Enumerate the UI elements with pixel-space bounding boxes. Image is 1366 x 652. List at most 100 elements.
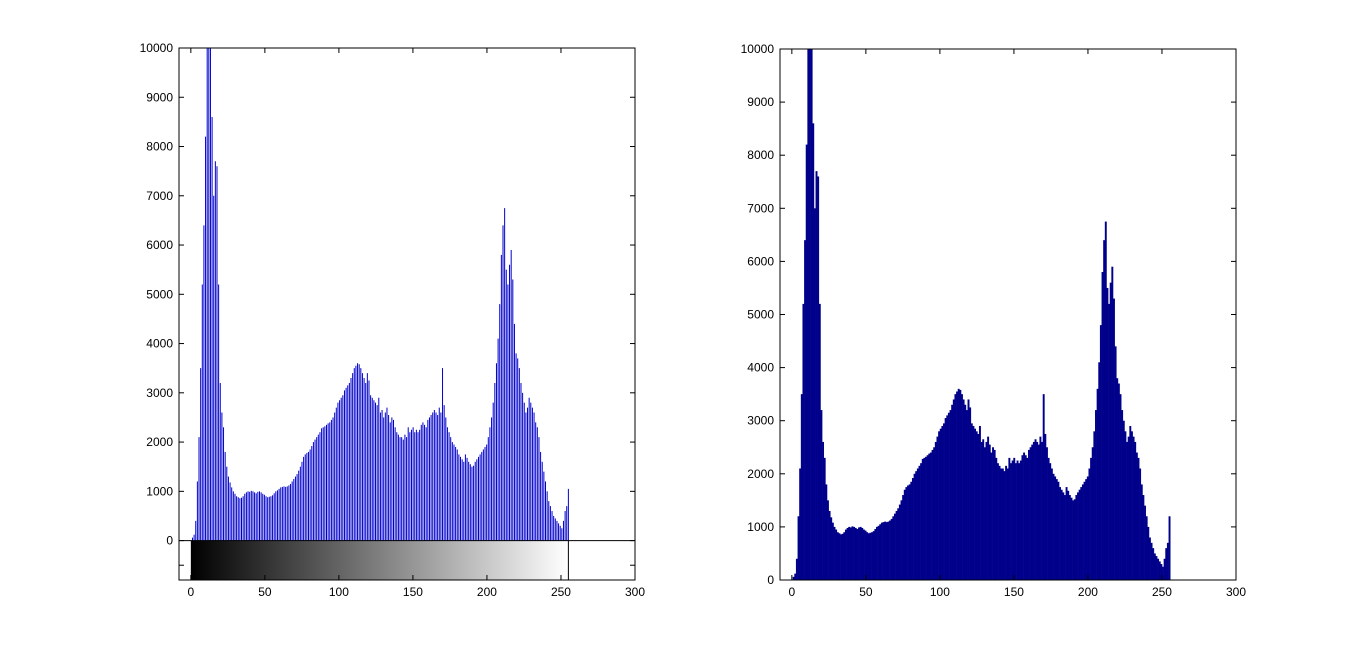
histogram-bar xyxy=(1000,468,1003,580)
histogram-bar xyxy=(810,49,813,580)
histogram-bar xyxy=(1088,468,1091,580)
histogram-bar xyxy=(1080,487,1083,580)
histogram-bar xyxy=(887,521,890,580)
histogram-bar xyxy=(802,303,805,580)
histogram-bar xyxy=(795,558,798,580)
histogram-bar xyxy=(996,463,999,580)
histogram-bar xyxy=(828,510,831,580)
histogram-bar xyxy=(985,441,988,580)
y-tick-label: 9000 xyxy=(747,95,774,109)
histogram-bar xyxy=(876,526,878,580)
x-tick-label: 300 xyxy=(1226,585,1246,599)
histogram-bar xyxy=(1028,449,1030,580)
histogram-bar xyxy=(831,522,834,580)
histogram-bar xyxy=(833,526,836,580)
x-tick-label: 50 xyxy=(859,585,873,599)
histogram-bar xyxy=(983,447,986,580)
histogram-bar xyxy=(910,481,913,580)
histogram-bar xyxy=(1026,457,1029,580)
histogram-bar xyxy=(1032,441,1035,580)
y-tick-label: 10000 xyxy=(140,41,174,55)
histogram-bar xyxy=(1057,481,1060,580)
histogram-bar xyxy=(915,471,918,580)
histogram-bar xyxy=(918,465,921,580)
histogram-bar xyxy=(1119,394,1122,580)
histogram-bar xyxy=(1041,441,1044,580)
x-tick-label: 100 xyxy=(930,585,950,599)
histogram-bar xyxy=(1024,455,1027,580)
histogram-bar xyxy=(800,394,803,580)
histogram-bar xyxy=(928,453,931,580)
histogram-bar xyxy=(809,49,811,580)
histogram-bar xyxy=(864,530,867,580)
histogram-bar xyxy=(1034,439,1037,580)
histogram-bar xyxy=(1090,457,1093,580)
y-tick-label: 3000 xyxy=(146,386,173,400)
grayscale-colorbar xyxy=(190,540,569,580)
histogram-bar xyxy=(885,522,888,580)
histogram-bar xyxy=(846,527,849,580)
histogram-bar xyxy=(826,500,829,580)
histogram-bar xyxy=(812,123,815,580)
histogram-axes-1: 0 50 100 150 200 250 3000100020003000400050006… xyxy=(140,41,646,599)
histogram-bar xyxy=(1168,516,1171,580)
histogram-bar xyxy=(938,431,941,580)
histogram-bar xyxy=(1165,548,1168,580)
histogram-bar xyxy=(1139,468,1142,580)
histogram-bar xyxy=(841,533,844,580)
histogram-bar xyxy=(925,456,927,580)
y-tick-label: 0 xyxy=(166,534,173,548)
histogram-bar xyxy=(1042,394,1045,580)
y-tick-label: 4000 xyxy=(146,337,173,351)
y-tick-label: 9000 xyxy=(146,90,173,104)
histogram-bar xyxy=(1059,487,1061,580)
histogram-bar xyxy=(1065,487,1068,580)
histogram-bar xyxy=(818,303,821,580)
histogram-bar xyxy=(817,176,820,580)
histogram-bar xyxy=(1096,388,1099,580)
y-tick-label: 8000 xyxy=(146,140,173,154)
histogram-bar xyxy=(998,465,1001,580)
histogram-bar xyxy=(992,447,994,580)
histogram-bar xyxy=(972,426,975,580)
histogram-bar xyxy=(1016,460,1019,580)
y-tick-label: 7000 xyxy=(146,189,173,203)
histogram-bar xyxy=(872,531,875,580)
histogram-bar xyxy=(1108,303,1111,580)
histogram-bar xyxy=(1098,362,1101,580)
y-tick-label: 10000 xyxy=(741,42,775,56)
x-tick-label: 200 xyxy=(477,585,497,599)
histogram-bar xyxy=(929,452,932,580)
histogram-bar xyxy=(792,576,795,580)
histogram-bar xyxy=(1008,457,1011,580)
histogram-bar xyxy=(1122,420,1125,580)
histogram-bar xyxy=(869,532,872,580)
histogram-bar xyxy=(1075,495,1078,580)
histogram-bar xyxy=(946,415,949,580)
histogram-bar xyxy=(892,516,895,580)
histogram-bar xyxy=(980,441,983,580)
histogram-bar xyxy=(1157,558,1160,580)
histogram-bar xyxy=(882,522,885,580)
histogram-bar xyxy=(902,495,905,580)
histogram-bar xyxy=(1068,495,1071,580)
histogram-bar xyxy=(1132,436,1135,580)
histogram-bar xyxy=(1011,460,1014,580)
histogram-bar xyxy=(1001,468,1004,580)
histogram-bar xyxy=(1130,431,1133,580)
histogram-bar xyxy=(862,529,865,580)
histogram-bar xyxy=(1103,240,1106,580)
histogram-bar xyxy=(851,526,854,580)
bars-group xyxy=(191,48,569,541)
x-tick-label: 0 xyxy=(188,585,195,599)
histogram-bar xyxy=(939,428,942,580)
histogram-bar xyxy=(1101,272,1104,580)
histogram-bar xyxy=(830,517,833,580)
histogram-bar xyxy=(1121,410,1124,580)
histogram-bar xyxy=(1021,455,1024,580)
y-tick-label: 6000 xyxy=(146,238,173,252)
x-tick-label: 200 xyxy=(1078,585,1098,599)
histogram-bar xyxy=(822,441,825,580)
histogram-bar xyxy=(1150,542,1153,580)
